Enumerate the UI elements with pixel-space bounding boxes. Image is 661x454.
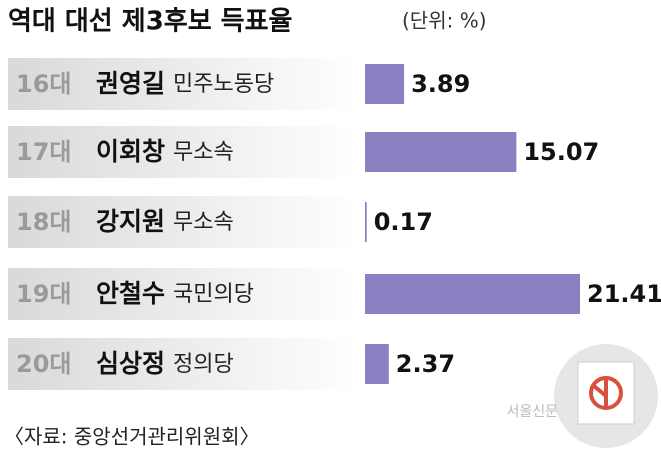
bar: [365, 344, 389, 384]
logo: [554, 344, 658, 448]
chart-subtitle: (단위: %): [402, 9, 487, 33]
value-label: 3.89: [411, 70, 470, 98]
candidate-name: 안철수: [96, 279, 165, 308]
candidate-name: 이회창: [96, 137, 165, 166]
value-label: 21.41: [587, 280, 661, 308]
bar: [365, 274, 580, 314]
party-name: 국민의당: [173, 282, 254, 307]
candidate-name: 강지원: [96, 207, 165, 236]
category-label: 20대: [16, 350, 71, 378]
value-label: 0.17: [374, 208, 433, 236]
candidate-name: 심상정: [96, 349, 165, 378]
candidate-name: 권영길: [96, 69, 165, 98]
category-label: 19대: [16, 280, 71, 308]
watermark: 서울신문: [506, 404, 558, 420]
value-label: 15.07: [523, 138, 599, 166]
source: 〈자료: 중앙선거관리위원회〉: [4, 425, 260, 449]
row-background: [8, 58, 360, 110]
chart-title: 역대 대선 제3후보 득표율: [8, 7, 292, 37]
bar: [365, 202, 367, 242]
party-name: 무소속: [173, 210, 234, 235]
category-label: 17대: [16, 138, 71, 166]
party-name: 민주노동당: [173, 72, 274, 97]
row-background: [8, 126, 360, 178]
bar: [365, 64, 405, 104]
category-label: 18대: [16, 208, 71, 236]
row-background: [8, 338, 360, 390]
bar: [365, 132, 517, 172]
party-name: 무소속: [173, 140, 234, 165]
party-name: 정의당: [173, 352, 234, 377]
value-label: 2.37: [396, 350, 455, 378]
row-background: [8, 268, 360, 320]
logo-stamp-mark: [592, 378, 608, 408]
category-label: 16대: [16, 70, 71, 98]
row-background: [8, 196, 360, 248]
